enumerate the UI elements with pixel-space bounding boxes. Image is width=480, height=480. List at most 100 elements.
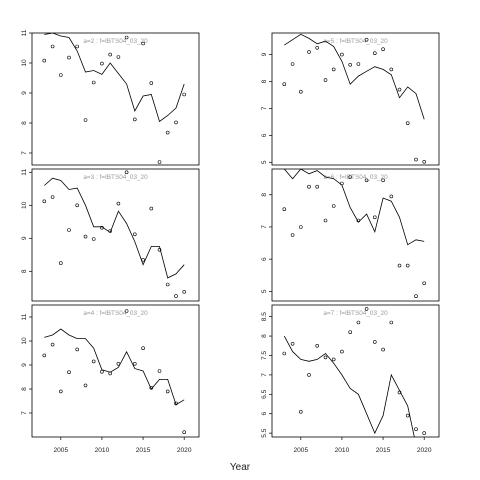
data-point bbox=[356, 62, 361, 66]
data-point bbox=[372, 215, 377, 220]
data-point bbox=[282, 207, 287, 211]
x-tick-label: 2005 bbox=[293, 447, 308, 454]
data-point bbox=[108, 52, 112, 57]
panel-6: a=7 : f=IBTS04_03_20 5.5 6 6.5 7 7.5 8 8.5 2005 2… bbox=[261, 304, 440, 454]
data-point bbox=[157, 248, 162, 252]
data-point bbox=[422, 281, 427, 286]
y-tick-label: 10 bbox=[21, 201, 28, 209]
data-point bbox=[298, 89, 303, 94]
data-point bbox=[174, 401, 178, 406]
data-point bbox=[389, 194, 394, 199]
data-point bbox=[174, 294, 178, 298]
data-point bbox=[50, 342, 55, 347]
data-point bbox=[124, 35, 129, 40]
data-point bbox=[364, 307, 369, 311]
data-point bbox=[414, 294, 418, 299]
data-point bbox=[67, 370, 71, 375]
y-tick-label: 7 bbox=[261, 106, 268, 110]
panel-title: a=7 : f=IBTS04_03_20 bbox=[323, 310, 388, 317]
y-tick-label: 5.5 bbox=[261, 428, 268, 437]
data-point bbox=[405, 413, 410, 418]
panel-frame bbox=[271, 304, 440, 438]
data-point bbox=[356, 218, 361, 223]
data-point bbox=[290, 62, 295, 66]
y-tick-label: 11 bbox=[21, 313, 28, 320]
data-point bbox=[141, 346, 145, 351]
data-point bbox=[75, 347, 79, 352]
data-point bbox=[165, 130, 170, 135]
data-point bbox=[133, 361, 137, 366]
y-tick-label: 10 bbox=[21, 337, 28, 345]
data-point bbox=[108, 371, 112, 376]
data-point bbox=[141, 257, 145, 262]
panel-frame bbox=[31, 32, 200, 166]
data-point bbox=[133, 117, 137, 122]
panel-5: a=6 : f=IBTS04_03_20 5 6 7 8 bbox=[261, 168, 440, 302]
data-point bbox=[108, 229, 112, 233]
y-tick-label: 9 bbox=[21, 363, 28, 367]
y-tick-label: 8 bbox=[261, 193, 268, 197]
data-point bbox=[405, 263, 410, 268]
data-point bbox=[58, 389, 63, 394]
data-point bbox=[290, 233, 295, 237]
data-point bbox=[124, 170, 129, 175]
fit-line bbox=[44, 328, 185, 406]
y-tick-label: 9 bbox=[21, 236, 28, 240]
data-point bbox=[364, 178, 369, 183]
data-point bbox=[422, 431, 427, 435]
data-point bbox=[381, 347, 385, 352]
data-point bbox=[124, 309, 129, 313]
y-tick-label: 11 bbox=[21, 29, 28, 36]
panel-title: a=5 : f=IBTS04_03_20 bbox=[323, 38, 388, 45]
data-point bbox=[405, 121, 410, 125]
data-point bbox=[116, 201, 121, 206]
panel-title: a=3 : f=IBTS04_03_20 bbox=[83, 174, 148, 181]
data-point bbox=[364, 37, 369, 42]
data-point bbox=[397, 390, 402, 395]
y-tick-label: 6 bbox=[261, 133, 268, 137]
data-point bbox=[42, 58, 47, 63]
panel-4: a=5 : f=IBTS04_03_20 5 6 7 8 9 bbox=[261, 32, 440, 166]
fit-line bbox=[283, 169, 425, 246]
data-point bbox=[282, 351, 287, 356]
data-point bbox=[298, 225, 303, 229]
data-point bbox=[149, 385, 154, 390]
y-tick-label: 5 bbox=[261, 289, 268, 293]
data-point bbox=[348, 63, 353, 67]
y-tick-label: 8 bbox=[261, 79, 268, 83]
data-point bbox=[100, 225, 104, 230]
data-point bbox=[141, 41, 145, 46]
data-point bbox=[381, 47, 385, 52]
data-point bbox=[414, 157, 418, 162]
data-point bbox=[165, 282, 170, 287]
fit-line bbox=[44, 177, 185, 279]
data-point bbox=[174, 120, 178, 125]
y-tick-label: 5 bbox=[261, 160, 268, 164]
data-point bbox=[315, 184, 320, 189]
data-point bbox=[67, 228, 71, 232]
panel-title: a=4 : f=IBTS04_03_20 bbox=[83, 310, 148, 317]
data-point bbox=[307, 50, 311, 54]
data-point bbox=[356, 320, 361, 325]
x-tick-label: 2010 bbox=[335, 447, 350, 454]
data-point bbox=[381, 178, 385, 183]
x-tick-label: 2020 bbox=[417, 447, 432, 454]
data-point bbox=[315, 45, 320, 50]
y-tick-label: 10 bbox=[21, 59, 28, 67]
data-point bbox=[331, 204, 336, 208]
data-point bbox=[348, 330, 353, 335]
data-point bbox=[389, 320, 394, 325]
data-point bbox=[182, 430, 186, 435]
data-point bbox=[340, 52, 344, 57]
data-point bbox=[340, 181, 344, 186]
data-point bbox=[165, 389, 170, 394]
y-tick-label: 6 bbox=[261, 257, 268, 261]
panel-2: a=3 : f=IBTS04_03_20 8 9 10 11 bbox=[21, 168, 200, 302]
data-point bbox=[116, 361, 121, 366]
data-point bbox=[290, 341, 295, 346]
y-tick-label: 8 bbox=[21, 269, 28, 273]
panel-frame bbox=[31, 168, 200, 302]
y-tick-label: 7 bbox=[21, 411, 28, 415]
data-point bbox=[323, 218, 328, 223]
